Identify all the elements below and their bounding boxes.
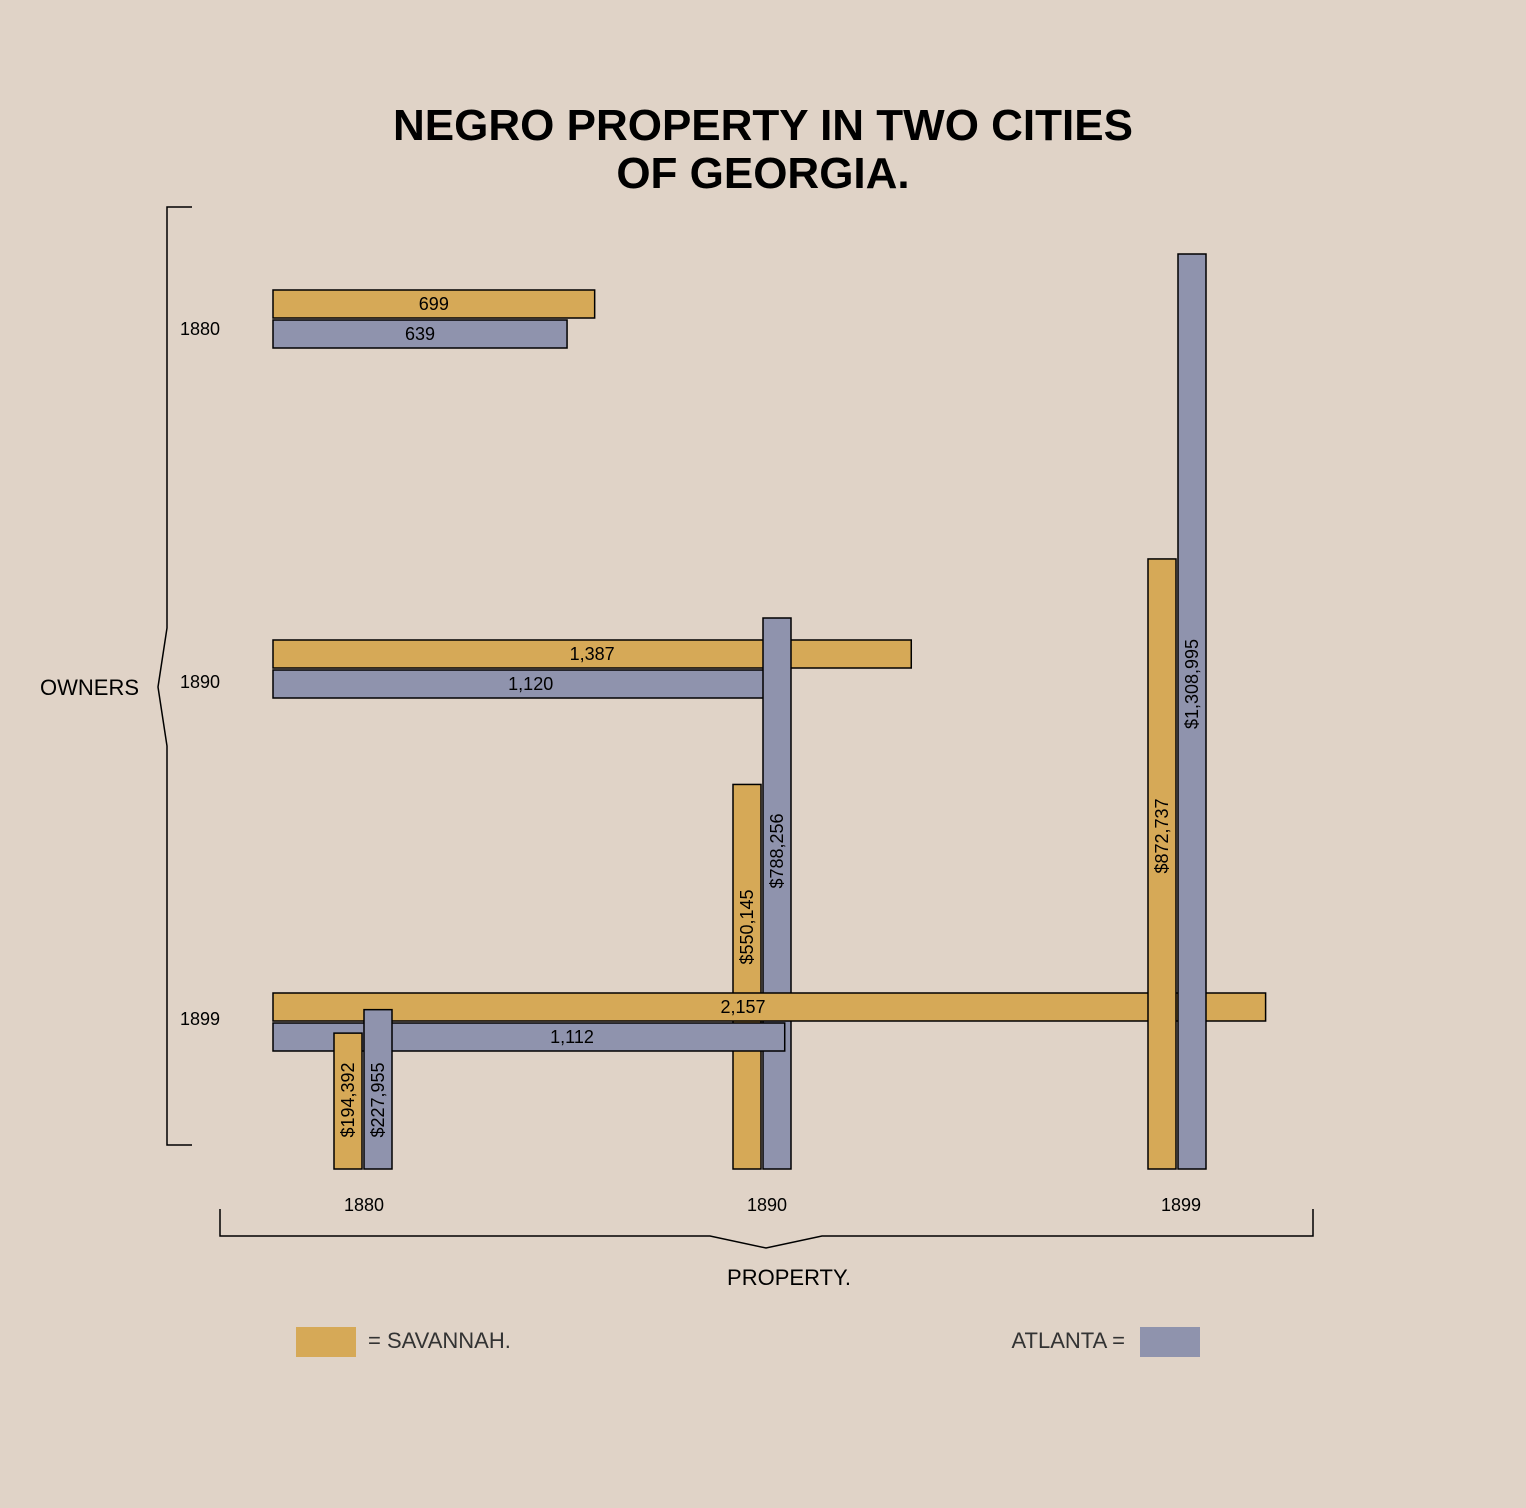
property-axis-label: PROPERTY. [727,1265,851,1290]
property-value-label-atlanta-1880: $227,955 [368,1062,388,1137]
property-year-label-1899: 1899 [1161,1195,1201,1215]
property-year-label-1880: 1880 [344,1195,384,1215]
owners-brace [157,206,192,1146]
property-value-label-savannah-1890: $550,145 [737,889,757,964]
property-bar-savannah-1880 [333,1032,363,1170]
owners-year-label-1880: 1880 [180,319,220,339]
property-value-label-atlanta-1890: $788,256 [767,813,787,888]
chart-title-line-1: NEGRO PROPERTY IN TWO CITIES [393,101,1133,150]
property-value-label-savannah-1880: $194,392 [338,1062,358,1137]
owners-value-label-savannah-1890: 1,387 [570,644,615,664]
property-value-label-savannah-1899: $872,737 [1152,798,1172,873]
owners-year-label-1890: 1890 [180,672,220,692]
owners-bar-savannah-1890 [272,639,913,669]
property-value-label-atlanta-1899: $1,308,995 [1182,639,1202,729]
property-bar-savannah-1899 [1147,558,1177,1170]
bar-layer: 699 1,387 2,157 639 1,120 1,112 $194,392 $550,1… [272,253,1267,1170]
legend-atlanta-swatch [1140,1327,1200,1357]
property-bar-savannah-1890 [732,783,762,1170]
legend-atlanta-label: ATLANTA = [1011,1328,1125,1353]
property-brace [219,1209,1314,1249]
owners-axis-label: OWNERS [40,675,139,700]
chart-title-line-2: OF GEORGIA. [616,149,909,198]
owners-bar-savannah-1899 [272,992,1267,1022]
owners-value-label-savannah-1880: 699 [419,294,449,314]
owners-value-label-savannah-1899: 2,157 [720,997,765,1017]
owners-bar-atlanta-1880 [272,319,568,349]
owners-year-label-1899: 1899 [180,1009,220,1029]
owners-value-label-atlanta-1890: 1,120 [508,674,553,694]
legend-savannah-swatch [296,1327,356,1357]
owners-bar-atlanta-1890 [272,669,790,699]
owners-bar-savannah-1880 [272,289,596,319]
owners-value-label-atlanta-1899: 1,112 [550,1027,594,1047]
legend-savannah-label: = SAVANNAH. [368,1328,511,1353]
property-bar-atlanta-1890 [762,617,792,1170]
property-bar-atlanta-1899 [1177,253,1207,1170]
property-year-label-1890: 1890 [747,1195,787,1215]
property-bar-atlanta-1880 [363,1008,393,1170]
owners-value-label-atlanta-1880: 639 [405,324,435,344]
